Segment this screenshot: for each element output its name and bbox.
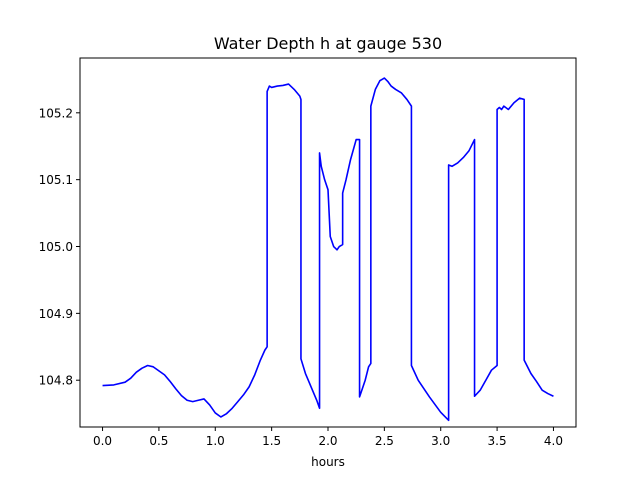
x-axis-label: hours (311, 455, 345, 469)
x-tick-label: 3.0 (431, 434, 450, 448)
x-tick-label: 0.0 (93, 434, 112, 448)
y-tick-label: 105.1 (39, 173, 73, 187)
y-tick-label: 104.9 (39, 307, 73, 321)
x-tick-label: 0.5 (149, 434, 168, 448)
series-line-0 (102, 77, 554, 422)
chart-title: Water Depth h at gauge 530 (214, 34, 442, 53)
y-tick-label: 105.2 (39, 106, 73, 120)
x-tick-label: 1.5 (262, 434, 281, 448)
y-tick-label: 105.0 (39, 240, 73, 254)
y-tick-label: 104.8 (39, 374, 73, 388)
x-tick-label: 4.0 (544, 434, 563, 448)
x-tick-label: 2.5 (375, 434, 394, 448)
plot-area: 0.0 0.5 1.0 1.5 2.0 2.5 3.0 3.5 4.0 104.8 104.9 105… (39, 57, 577, 448)
x-tick-label: 1.0 (206, 434, 225, 448)
x-tick-label: 2.0 (318, 434, 337, 448)
x-tick-label: 3.5 (488, 434, 507, 448)
